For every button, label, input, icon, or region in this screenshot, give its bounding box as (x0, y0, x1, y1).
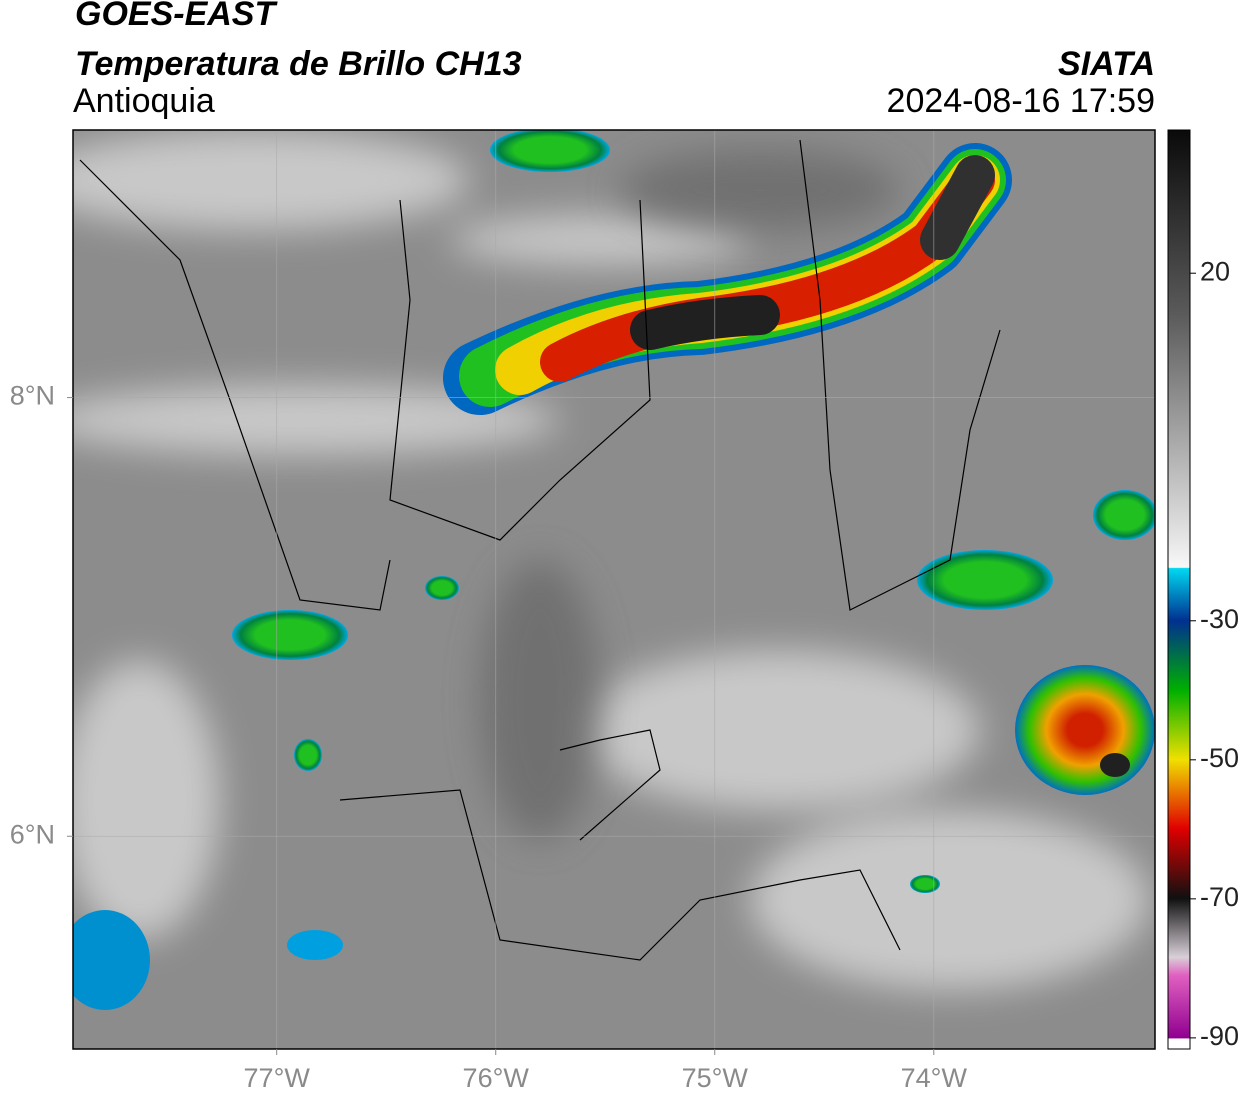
y-tick-label: 8°N (10, 381, 55, 411)
source: SIATA (1058, 45, 1155, 83)
colorbar-label: -70 (1200, 882, 1239, 912)
x-tick-label: 77°W (244, 1063, 311, 1093)
x-tick-label: 75°W (682, 1063, 749, 1093)
satellite-image (73, 130, 1155, 1049)
region: Antioquia (73, 82, 215, 120)
colorbar (1167, 129, 1191, 1050)
y-tick-label: 6°N (10, 819, 55, 849)
subtitle: Temperatura de Brillo CH13 (75, 45, 522, 83)
x-tick-label: 74°W (901, 1063, 968, 1093)
map-frame (72, 129, 1156, 1050)
datetime: 2024-08-16 17:59 (887, 82, 1155, 120)
x-tick-label: 76°W (463, 1063, 530, 1093)
colorbar-label: 20 (1200, 256, 1230, 286)
colorbar-label: -50 (1200, 743, 1239, 773)
title: GOES-EAST (75, 0, 278, 33)
colorbar-label: -30 (1200, 604, 1239, 634)
colorbar-label: -90 (1200, 1021, 1239, 1051)
